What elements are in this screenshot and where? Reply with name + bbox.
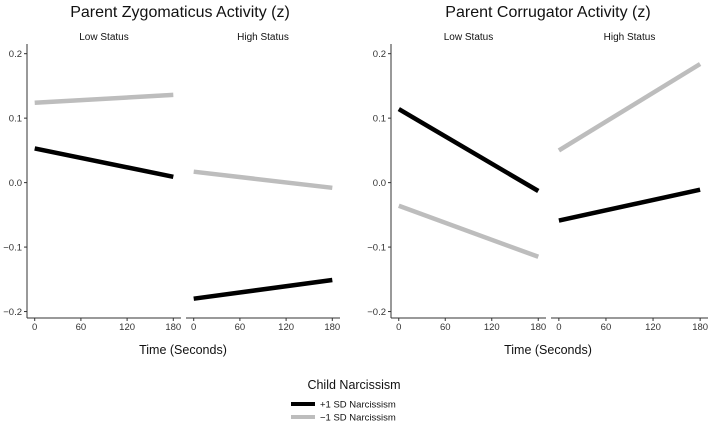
x-axis-label: Time (Seconds) bbox=[139, 343, 227, 357]
series-line-minus1sd bbox=[34, 92, 174, 105]
x-tick-label: 0 bbox=[32, 322, 37, 333]
y-tick-label: −0.1 bbox=[367, 243, 386, 254]
facet-panel: High Status 0 60 120 180 bbox=[186, 32, 340, 333]
legend-entry: −1 SD Narcissism bbox=[291, 413, 396, 424]
x-tick-label: 180 bbox=[530, 322, 546, 333]
series-line-minus1sd bbox=[398, 203, 540, 259]
legend-entry: +1 SD Narcissism bbox=[291, 400, 396, 411]
series-line-plus1sd bbox=[193, 277, 333, 301]
series-line-minus1sd bbox=[557, 62, 702, 153]
chart-title: Parent Corrugator Activity (z) bbox=[445, 4, 650, 21]
y-tick-label: 0.0 bbox=[373, 178, 386, 189]
facet-strip-label: High Status bbox=[604, 32, 656, 43]
x-tick-label: 60 bbox=[235, 322, 246, 333]
y-tick-label: 0.1 bbox=[373, 114, 386, 125]
x-tick-label: 60 bbox=[440, 322, 451, 333]
y-tick-label: 0.2 bbox=[373, 49, 386, 60]
facet-strip-label: High Status bbox=[237, 32, 289, 43]
facet-panel: High Status 0 60 120 180 bbox=[551, 32, 708, 333]
series-line-plus1sd bbox=[397, 107, 540, 193]
x-tick-label: 180 bbox=[165, 322, 181, 333]
chart-corrugator: Parent Corrugator Activity (z) Time (Sec… bbox=[367, 4, 708, 357]
chart-title: Parent Zygomaticus Activity (z) bbox=[70, 4, 290, 21]
x-axis-label: Time (Seconds) bbox=[504, 343, 592, 357]
series-line-plus1sd bbox=[34, 146, 174, 180]
y-tick-label: 0.2 bbox=[9, 49, 22, 60]
series-line-plus1sd bbox=[558, 187, 701, 223]
x-tick-label: 60 bbox=[76, 322, 87, 333]
facet-panel: Low Status 0 60 120 180 bbox=[391, 32, 546, 333]
x-tick-label: 180 bbox=[324, 322, 340, 333]
x-tick-label: 0 bbox=[396, 322, 401, 333]
facet-strip-label: Low Status bbox=[444, 32, 493, 43]
legend-label: +1 SD Narcissism bbox=[320, 400, 396, 411]
y-tick-label: 0.0 bbox=[9, 178, 22, 189]
x-tick-label: 0 bbox=[191, 322, 196, 333]
x-tick-label: 180 bbox=[692, 322, 708, 333]
x-tick-label: 120 bbox=[278, 322, 294, 333]
x-tick-label: 60 bbox=[601, 322, 612, 333]
x-tick-label: 120 bbox=[119, 322, 135, 333]
chart-zygomaticus: Parent Zygomaticus Activity (z) Time (Se… bbox=[3, 4, 340, 357]
legend-label: −1 SD Narcissism bbox=[320, 413, 396, 424]
facet-panel: Low Status 0 60 120 180 bbox=[27, 32, 181, 333]
facet-strip-label: Low Status bbox=[79, 32, 128, 43]
y-tick-label: −0.2 bbox=[367, 307, 386, 318]
legend-title: Child Narcissism bbox=[307, 378, 400, 392]
x-tick-label: 0 bbox=[556, 322, 561, 333]
legend: Child Narcissism +1 SD Narcissism −1 SD … bbox=[0, 378, 709, 425]
x-tick-label: 120 bbox=[484, 322, 500, 333]
x-tick-label: 120 bbox=[645, 322, 661, 333]
y-tick-label: −0.2 bbox=[3, 307, 22, 318]
series-line-minus1sd bbox=[193, 169, 333, 191]
y-tick-label: −0.1 bbox=[3, 243, 22, 254]
y-tick-label: 0.1 bbox=[9, 114, 22, 125]
